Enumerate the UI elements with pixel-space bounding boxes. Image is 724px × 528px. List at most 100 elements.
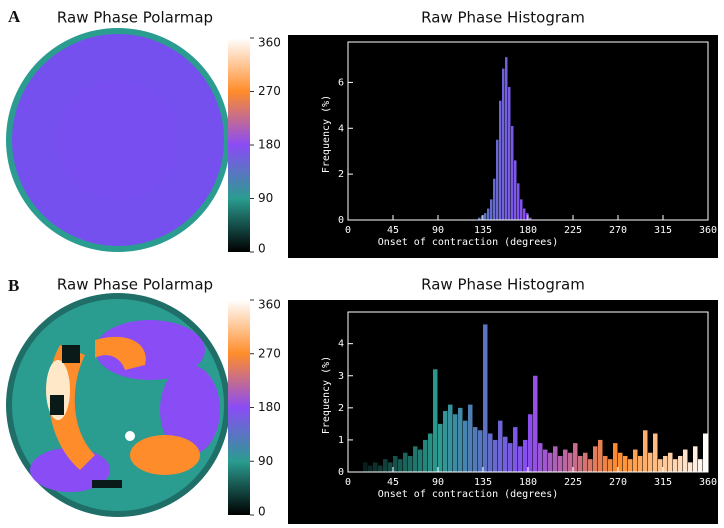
bar [583, 452, 588, 472]
bar [478, 217, 481, 220]
bar [643, 430, 648, 472]
bar [463, 420, 468, 472]
bar [368, 465, 373, 472]
colorbar-tick-label: 360 [258, 36, 281, 50]
bar [633, 449, 638, 472]
bar [608, 459, 613, 472]
bar [658, 459, 663, 472]
y-tick-label: 4 [338, 123, 344, 134]
colorbar [228, 300, 250, 515]
bar [673, 459, 678, 472]
bar [568, 452, 573, 472]
bar [663, 455, 668, 472]
x-tick-label: 270 [609, 477, 627, 488]
bar [528, 414, 533, 472]
x-tick-label: 180 [519, 477, 537, 488]
bar [513, 427, 518, 472]
bar [502, 68, 505, 220]
x-tick-label: 225 [564, 477, 582, 488]
bar [393, 455, 398, 472]
bar [618, 452, 623, 472]
bar [443, 411, 448, 472]
bar [548, 452, 553, 472]
bar [481, 215, 484, 220]
y-tick-label: 1 [338, 435, 344, 446]
bar [493, 178, 496, 220]
bar [398, 459, 403, 472]
x-tick-label: 315 [654, 225, 672, 236]
bar [553, 446, 558, 472]
bar [558, 455, 563, 472]
bar [578, 455, 583, 472]
bar [493, 439, 498, 472]
y-tick-label: 2 [338, 403, 344, 414]
y-axis-label: Frequency (%) [321, 356, 332, 434]
x-tick-label: 225 [564, 225, 582, 236]
bar [683, 449, 688, 472]
bar [458, 407, 463, 472]
y-tick-label: 3 [338, 371, 344, 382]
colorbar-tick-label: 270 [258, 84, 281, 98]
bar [526, 213, 529, 220]
colorbar-tick-label: 90 [258, 191, 273, 205]
panel-label: B [8, 276, 19, 295]
bar [511, 125, 514, 220]
plot-background [288, 300, 718, 524]
bar [648, 452, 653, 472]
x-tick-label: 360 [699, 225, 717, 236]
bar [514, 160, 517, 220]
colorbar [228, 38, 250, 252]
bar [423, 439, 428, 472]
bar [529, 217, 532, 220]
bar [373, 462, 378, 472]
bar [418, 449, 423, 472]
bar [543, 449, 548, 472]
bar [523, 208, 526, 220]
x-tick-label: 180 [519, 225, 537, 236]
bar [613, 443, 618, 472]
bar [438, 423, 443, 472]
x-tick-label: 135 [474, 477, 492, 488]
bar [638, 455, 643, 472]
bar [588, 459, 593, 472]
bar [703, 433, 708, 472]
x-axis-label: Onset of contraction (degrees) [378, 237, 559, 248]
bar [487, 208, 490, 220]
y-tick-label: 0 [338, 215, 344, 226]
bar [478, 430, 483, 472]
bar [603, 455, 608, 472]
chart-title: Raw Phase Histogram [421, 276, 585, 294]
bar [363, 462, 368, 472]
bar [505, 57, 508, 220]
y-tick-label: 6 [338, 77, 344, 88]
bar [668, 452, 673, 472]
bar [378, 465, 383, 472]
chart-title: Raw Phase Histogram [421, 9, 585, 27]
bar [498, 420, 503, 472]
bar [484, 213, 487, 220]
bar [520, 199, 523, 220]
y-tick-label: 4 [338, 339, 344, 350]
bar [623, 455, 628, 472]
y-tick-label: 0 [338, 467, 344, 478]
bar [693, 446, 698, 472]
bar [678, 455, 683, 472]
x-tick-label: 45 [387, 477, 399, 488]
x-tick-label: 135 [474, 225, 492, 236]
x-tick-label: 0 [345, 477, 351, 488]
bar [573, 443, 578, 472]
bar [598, 439, 603, 472]
bar [538, 443, 543, 472]
bar [488, 433, 493, 472]
bar [468, 404, 473, 472]
bar [688, 462, 693, 472]
bar [483, 324, 488, 472]
bar [388, 462, 393, 472]
panel-label: A [8, 7, 21, 26]
bar [533, 375, 538, 472]
x-axis-label: Onset of contraction (degrees) [378, 489, 559, 500]
chart-title: Raw Phase Polarmap [57, 276, 213, 294]
bar [473, 427, 478, 472]
bar [453, 414, 458, 472]
bar [448, 404, 453, 472]
